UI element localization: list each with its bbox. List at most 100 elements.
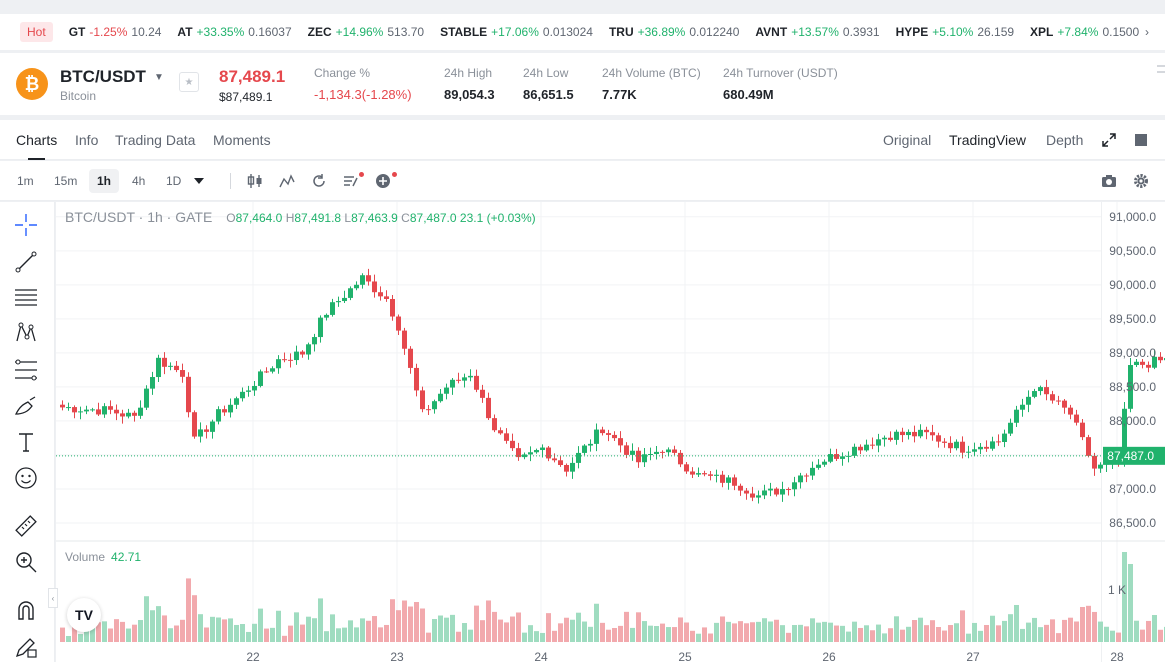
ticker-item[interactable]: GT -1.25% 10.24	[69, 25, 162, 39]
candle-body	[660, 451, 665, 453]
collapse-toolbar-icon[interactable]: ‹	[48, 588, 58, 608]
interval-4h[interactable]: 4h	[132, 174, 146, 188]
horizontal-lines-icon[interactable]	[13, 284, 39, 310]
chart-grid	[56, 202, 1165, 662]
candle-body	[762, 490, 767, 496]
ticker-item[interactable]: AVNT +13.57% 0.3931	[755, 25, 879, 39]
ticker-item[interactable]: ZEC +14.96% 513.70	[308, 25, 424, 39]
view-tradingview[interactable]: TradingView	[949, 132, 1027, 148]
candle-body	[450, 379, 455, 388]
tab-info[interactable]: Info	[75, 132, 99, 148]
brush-icon[interactable]	[13, 393, 39, 419]
candle-body	[318, 317, 323, 338]
candle-body	[852, 446, 857, 456]
candle-body	[864, 444, 869, 451]
ticker-change: +36.89%	[637, 25, 686, 39]
crosshair-icon[interactable]	[13, 212, 39, 238]
volume-bar	[252, 623, 257, 642]
pencil-lock-icon[interactable]	[13, 634, 39, 660]
tab-charts[interactable]: Charts	[16, 132, 58, 160]
y-tick-label: 88,000.0	[1109, 414, 1156, 428]
ticker-item[interactable]: HYPE +5.10% 26.159	[896, 25, 1014, 39]
candle-body	[330, 302, 335, 315]
interval-1d[interactable]: 1D	[166, 174, 182, 188]
add-indicator-icon[interactable]	[373, 171, 393, 191]
ticker-item[interactable]: XPL +7.84% 0.1500	[1030, 25, 1139, 39]
volume-bar	[792, 625, 797, 642]
ruler-icon[interactable]	[13, 513, 39, 539]
candle-body	[186, 376, 191, 413]
candle-body	[1122, 408, 1127, 462]
legend-open-key: O	[226, 211, 236, 225]
ticker-symbol: STABLE	[440, 25, 488, 39]
pair-selector[interactable]: BTC/USDT ▼	[60, 67, 164, 87]
volume-bar	[1152, 615, 1157, 642]
interval-1h[interactable]: 1h	[89, 169, 120, 193]
stat-volume-value: 7.77K	[602, 87, 637, 102]
hot-badge[interactable]: Hot	[20, 22, 53, 42]
candle-body	[294, 351, 299, 361]
candle-body	[570, 462, 575, 472]
interval-1m[interactable]: 1m	[17, 174, 34, 188]
pattern-icon[interactable]	[13, 320, 39, 346]
volume-bar	[276, 610, 281, 642]
fib-levels-icon[interactable]	[13, 357, 39, 383]
ticker-item[interactable]: STABLE +17.06% 0.013024	[440, 25, 593, 39]
volume-bar	[804, 626, 809, 642]
view-original[interactable]: Original	[883, 132, 932, 148]
view-depth[interactable]: Depth	[1046, 132, 1084, 148]
interval-15m[interactable]: 15m	[54, 174, 78, 188]
candle-body	[150, 377, 155, 389]
gear-icon[interactable]	[1131, 171, 1151, 191]
magnet-icon[interactable]	[13, 598, 39, 624]
chart-legend: BTC/USDT · 1h · GATE O87,464.0 H87,491.8…	[65, 209, 536, 225]
favorite-star-icon[interactable]: ★	[179, 72, 199, 92]
interval-dropdown-icon[interactable]	[189, 171, 209, 191]
y-tick-label: 90,000.0	[1109, 278, 1156, 292]
volume-bar	[96, 622, 101, 642]
candle-body	[198, 429, 203, 437]
candle-body	[606, 433, 611, 435]
tradingview-logo[interactable]: TV	[67, 598, 101, 632]
text-tool-icon[interactable]	[13, 429, 39, 455]
volume-bar	[690, 630, 695, 642]
candle-body	[504, 433, 509, 441]
zoom-in-icon[interactable]	[13, 549, 39, 575]
ticker-next-icon[interactable]: ›	[1145, 25, 1149, 39]
candle-type-icon[interactable]	[245, 171, 265, 191]
tab-moments[interactable]: Moments	[213, 132, 271, 148]
volume-bar	[786, 632, 791, 642]
tab-trading-data[interactable]: Trading Data	[115, 132, 196, 148]
indicators-icon[interactable]	[277, 171, 297, 191]
volume-bar	[966, 633, 971, 642]
settings-list-icon[interactable]	[341, 171, 361, 191]
volume-bar	[714, 622, 719, 642]
candle-body	[744, 490, 749, 494]
price-chart[interactable]: 91,000.0 90,500.0 90,000.0 89,500.0 89,000.0…	[56, 202, 1165, 662]
candle-body	[240, 391, 245, 399]
chart-area[interactable]: 91,000.0 90,500.0 90,000.0 89,500.0 89,000.0…	[48, 202, 1165, 662]
ticker-item[interactable]: AT +33.35% 0.16037	[177, 25, 291, 39]
y-tick-label: 87,000.0	[1109, 482, 1156, 496]
ticker-item[interactable]: TRU +36.89% 0.012240	[609, 25, 739, 39]
camera-icon[interactable]	[1099, 171, 1119, 191]
volume-bar	[60, 627, 65, 642]
expand-icon[interactable]	[1099, 130, 1119, 150]
candle-body	[738, 485, 743, 491]
trend-line-icon[interactable]	[13, 249, 39, 275]
refresh-icon[interactable]	[309, 171, 329, 191]
volume-bar	[1032, 617, 1037, 642]
volume-bar	[588, 626, 593, 642]
volume-bar	[342, 627, 347, 642]
layout-icon[interactable]	[1131, 130, 1151, 150]
candle-body	[1032, 391, 1037, 397]
emoji-icon[interactable]	[13, 465, 39, 491]
candle-body	[180, 370, 185, 377]
volume-bar	[492, 611, 497, 642]
candle-body	[456, 379, 461, 381]
volume-bar	[102, 621, 107, 642]
candle-body	[996, 441, 1001, 443]
stat-change-label: Change %	[314, 66, 371, 80]
volume-bar	[774, 619, 779, 642]
candle-body	[780, 489, 785, 495]
